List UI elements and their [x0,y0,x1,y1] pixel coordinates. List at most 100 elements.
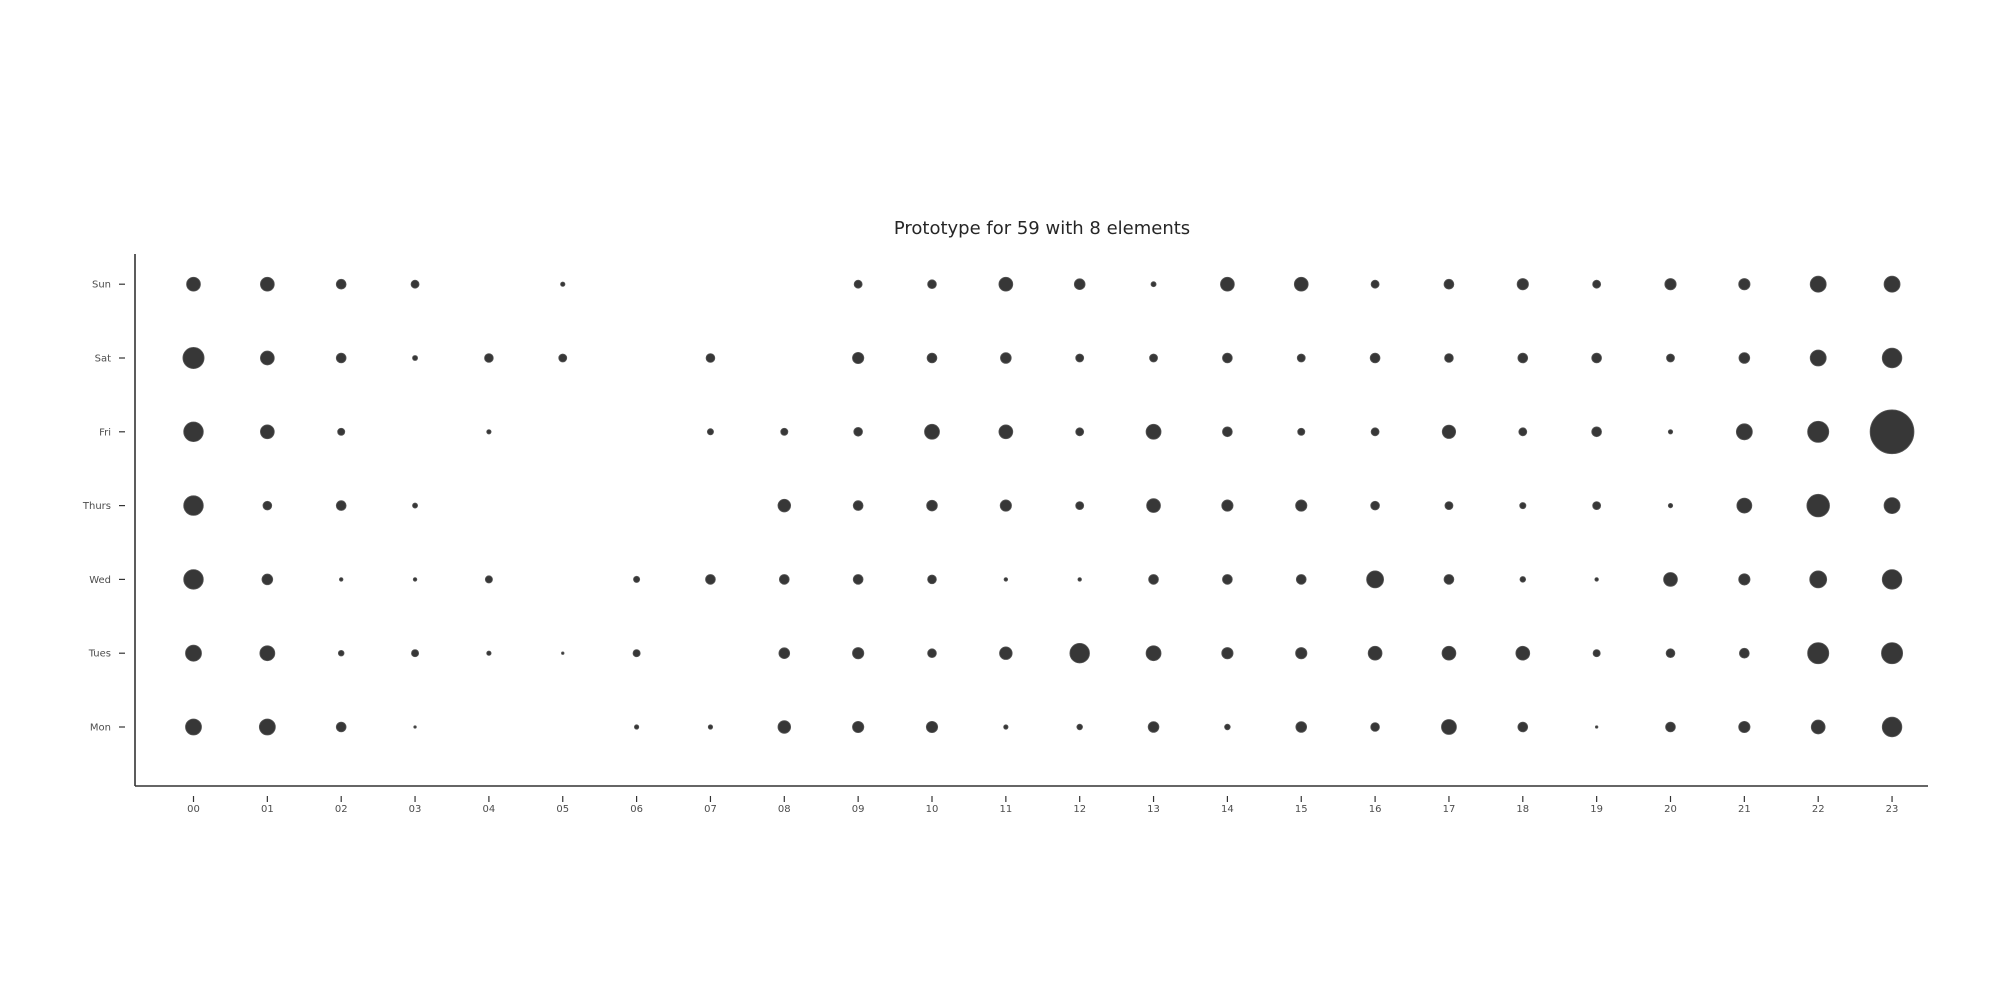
data-point [1592,649,1601,658]
data-point [260,424,275,440]
data-point [1295,721,1308,733]
data-point [632,649,641,658]
x-tick-label: 14 [1221,804,1234,815]
data-point [1076,723,1083,731]
data-point [1003,724,1009,730]
data-point [335,721,347,733]
data-point [1881,347,1903,369]
data-point [1370,279,1380,289]
data-point [1224,723,1231,731]
data-point [260,276,275,292]
data-point [852,574,864,585]
data-point [1738,720,1751,734]
x-tick-label: 16 [1369,804,1382,815]
data-point [335,500,347,511]
data-point [927,648,937,658]
x-tick-label: 12 [1073,804,1086,815]
data-point [1869,409,1915,455]
data-point [1807,642,1830,665]
data-point [1443,574,1455,585]
data-point [706,428,714,436]
data-point [1150,281,1157,288]
data-point [1518,427,1528,437]
data-point [1665,648,1676,658]
chart-title: Prototype for 59 with 8 elements [894,218,1190,239]
data-point [780,427,789,436]
data-point [1369,352,1381,364]
data-point [1739,647,1750,659]
x-tick-label: 19 [1590,804,1603,815]
data-point [1297,427,1306,436]
x-tick-label: 00 [187,804,200,815]
data-point [1807,420,1830,443]
data-point [185,718,202,736]
data-point [1883,275,1901,293]
data-point [1738,278,1751,291]
data-point [1367,645,1383,661]
data-point [410,279,420,289]
data-point [705,574,716,585]
data-point [1077,577,1082,582]
data-point [1881,716,1903,738]
data-point [1075,427,1085,437]
data-point [1146,498,1161,513]
data-point [1591,426,1602,438]
data-point [1147,721,1160,733]
data-point [1666,353,1675,363]
x-axis: 00 01 02 03 04 05 06 07 08 09 10 11 12 13 14 15 16 17 18 19… [187,796,1898,815]
data-point [335,278,347,290]
data-point [1516,278,1529,291]
data-point [260,350,275,366]
data-point [261,573,274,586]
data-point [777,498,792,513]
y-axis: Mon Tues Wed Thurs Fri Sat Sun [82,280,125,734]
data-point [1003,577,1009,582]
data-point [1594,577,1599,582]
data-point [927,574,937,585]
y-tick-label: Tues [88,649,111,660]
data-point [1370,427,1380,437]
data-point [924,423,940,440]
data-point [1592,279,1602,289]
data-point [1667,429,1674,435]
x-tick-label: 06 [630,804,643,815]
data-point [1806,493,1830,518]
x-tick-label: 04 [483,804,496,815]
data-point [1517,352,1529,364]
data-point [337,649,345,657]
data-point [852,647,865,660]
data-point [1881,642,1904,665]
data-point [1293,276,1309,292]
data-point [412,502,418,509]
data-point [183,569,204,590]
data-point [1000,352,1012,364]
data-point [1075,353,1085,363]
plot-area [182,275,1915,738]
data-point [1517,721,1529,733]
data-point [852,720,865,734]
x-tick-label: 20 [1664,804,1677,815]
data-point [1370,500,1380,511]
data-point [1810,719,1826,735]
x-tick-label: 18 [1516,804,1529,815]
data-point [1222,352,1233,364]
x-tick-label: 08 [778,804,791,815]
y-tick-label: Wed [89,575,111,586]
data-point [926,499,938,512]
x-tick-label: 05 [556,804,569,815]
data-point [633,575,641,583]
y-tick-label: Thurs [82,501,111,512]
data-point [558,353,568,363]
x-tick-label: 23 [1886,804,1899,815]
data-point [1073,278,1086,290]
y-tick-label: Sun [92,280,111,291]
data-point [1809,275,1827,293]
data-point [1221,499,1234,512]
data-point [1443,278,1455,290]
data-point [1738,573,1751,586]
data-point [998,276,1014,292]
data-point [1736,497,1753,514]
x-tick-label: 03 [409,804,422,815]
data-point [1221,647,1234,660]
data-point [1664,278,1677,291]
